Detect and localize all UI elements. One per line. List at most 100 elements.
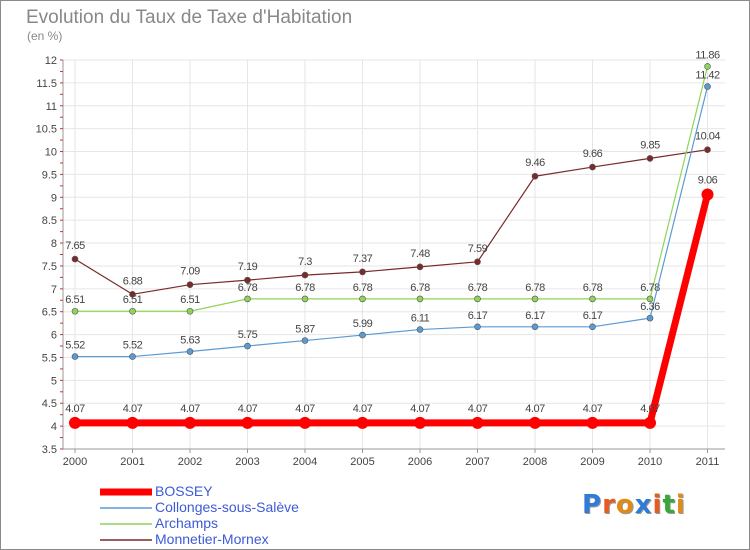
data-point (359, 331, 366, 339)
data-label: 9.66 (583, 148, 603, 160)
data-point (416, 263, 424, 271)
x-tick-label: 2000 (63, 456, 87, 468)
logo-letter: P (582, 490, 603, 520)
data-point (414, 416, 426, 429)
data-point (71, 353, 79, 360)
x-tick-label: 2001 (120, 456, 144, 468)
y-tick-label: 10 (45, 147, 57, 159)
data-point (301, 295, 309, 303)
data-label: 6.17 (525, 310, 545, 322)
logo-letter: r (602, 490, 616, 520)
data-point (531, 323, 539, 331)
series-bossey: 4.07 4.07 4.07 4.07 4.07 4.07 4.07 4.07 4.07 4.07… (65, 175, 718, 429)
data-point (531, 295, 539, 303)
data-point (589, 323, 596, 331)
data-point (589, 295, 596, 303)
data-label: 7.19 (238, 261, 258, 273)
data-label: 6.78 (640, 282, 660, 294)
data-point (71, 307, 79, 315)
data-label: 6.78 (583, 282, 603, 294)
data-point (701, 188, 714, 201)
data-label: 5.63 (180, 335, 200, 347)
x-tick-label: 2002 (178, 456, 202, 468)
data-point (646, 314, 654, 322)
data-label: 5.75 (238, 329, 258, 341)
x-tick-label: 2008 (523, 456, 547, 468)
data-point (646, 155, 654, 162)
data-label: 6.17 (583, 310, 603, 322)
data-label: 7.3 (298, 256, 312, 268)
data-label: 4.07 (180, 403, 200, 415)
y-tick-label: 4 (51, 421, 57, 433)
y-tick-label: 12 (45, 55, 57, 67)
y-tick-label: 6.5 (42, 307, 57, 319)
y-tick-label: 9 (51, 192, 57, 204)
data-label: 4.07 (640, 403, 660, 415)
data-point (474, 295, 481, 303)
data-point (244, 342, 251, 350)
data-point (241, 416, 254, 429)
data-point (129, 353, 136, 360)
y-tick-label: 8.5 (42, 215, 57, 227)
data-label: 6.11 (411, 313, 430, 325)
data-point (704, 83, 711, 90)
data-label: 4.07 (238, 403, 258, 415)
data-point (129, 291, 136, 298)
data-label: 9.06 (698, 175, 718, 187)
logo-letter: i (675, 490, 686, 520)
data-point (646, 295, 654, 303)
data-point (186, 307, 194, 315)
data-point (129, 307, 136, 315)
x-tick-label: 2004 (293, 456, 317, 468)
x-tick-label: 2010 (638, 456, 662, 468)
y-tick-label: 10.5 (36, 124, 57, 136)
data-label: 7.65 (65, 240, 85, 252)
x-tick-label: 2005 (350, 456, 374, 468)
data-point (301, 337, 309, 344)
data-label: 6.78 (525, 282, 545, 294)
data-label: 6.78 (410, 282, 430, 294)
legend-label: Collonges-sous-Salève (155, 499, 299, 515)
data-point (529, 416, 541, 429)
y-tick-label: 5 (51, 375, 57, 387)
data-point (184, 416, 196, 429)
data-label: 7.59 (468, 243, 488, 255)
data-point (186, 348, 194, 355)
data-label: 9.85 (640, 139, 660, 151)
data-point (474, 323, 481, 331)
x-tick-label: 2006 (408, 456, 432, 468)
data-label: 4.07 (123, 403, 143, 415)
data-label: 5.99 (353, 318, 373, 330)
y-tick-label: 11 (46, 101, 57, 113)
y-tick-label: 9.5 (42, 169, 57, 181)
data-point (71, 255, 79, 263)
y-axis-ticks: 3.5 4 4.5 5 5.5 6 6.5 7 7.5 8 8.5 9 9.5 10 10.5 11 11.5 1… (36, 55, 57, 456)
series-archamps: 6.51 6.51 6.51 6.78 6.78 6.78 6.78 6.78 6.78 6.78… (65, 49, 720, 315)
y-tick-label: 4.5 (42, 398, 57, 410)
data-point (301, 271, 309, 279)
chart-unit-subtitle: (en %) (27, 29, 63, 43)
y-minor-ticks (60, 59, 63, 450)
logo-letter: x (634, 490, 653, 520)
data-label: 6.78 (468, 282, 488, 294)
y-tick-label: 11.5 (36, 78, 57, 90)
data-label: 4.07 (525, 403, 545, 415)
data-label: 6.88 (123, 275, 143, 287)
y-tick-label: 5.5 (42, 352, 57, 364)
legend-label: BOSSEY (155, 483, 213, 499)
data-label: 11.42 (695, 70, 720, 82)
data-label: 6.78 (295, 282, 315, 294)
data-label: 6.78 (238, 282, 258, 294)
y-tick-label: 7.5 (42, 261, 57, 273)
legend-label: Monnetier-Mornex (155, 531, 269, 547)
x-axis-ticks: 2000 2001 2002 2003 2004 2005 2006 2007 2008 2009… (63, 449, 720, 468)
data-point (416, 295, 424, 303)
series-line (74, 149, 709, 295)
legend-label: Archamps (155, 515, 219, 531)
x-tick-label: 2011 (696, 456, 720, 468)
data-label: 4.07 (65, 403, 85, 415)
y-tick-label: 3.5 (42, 444, 57, 456)
series-line (74, 65, 709, 312)
